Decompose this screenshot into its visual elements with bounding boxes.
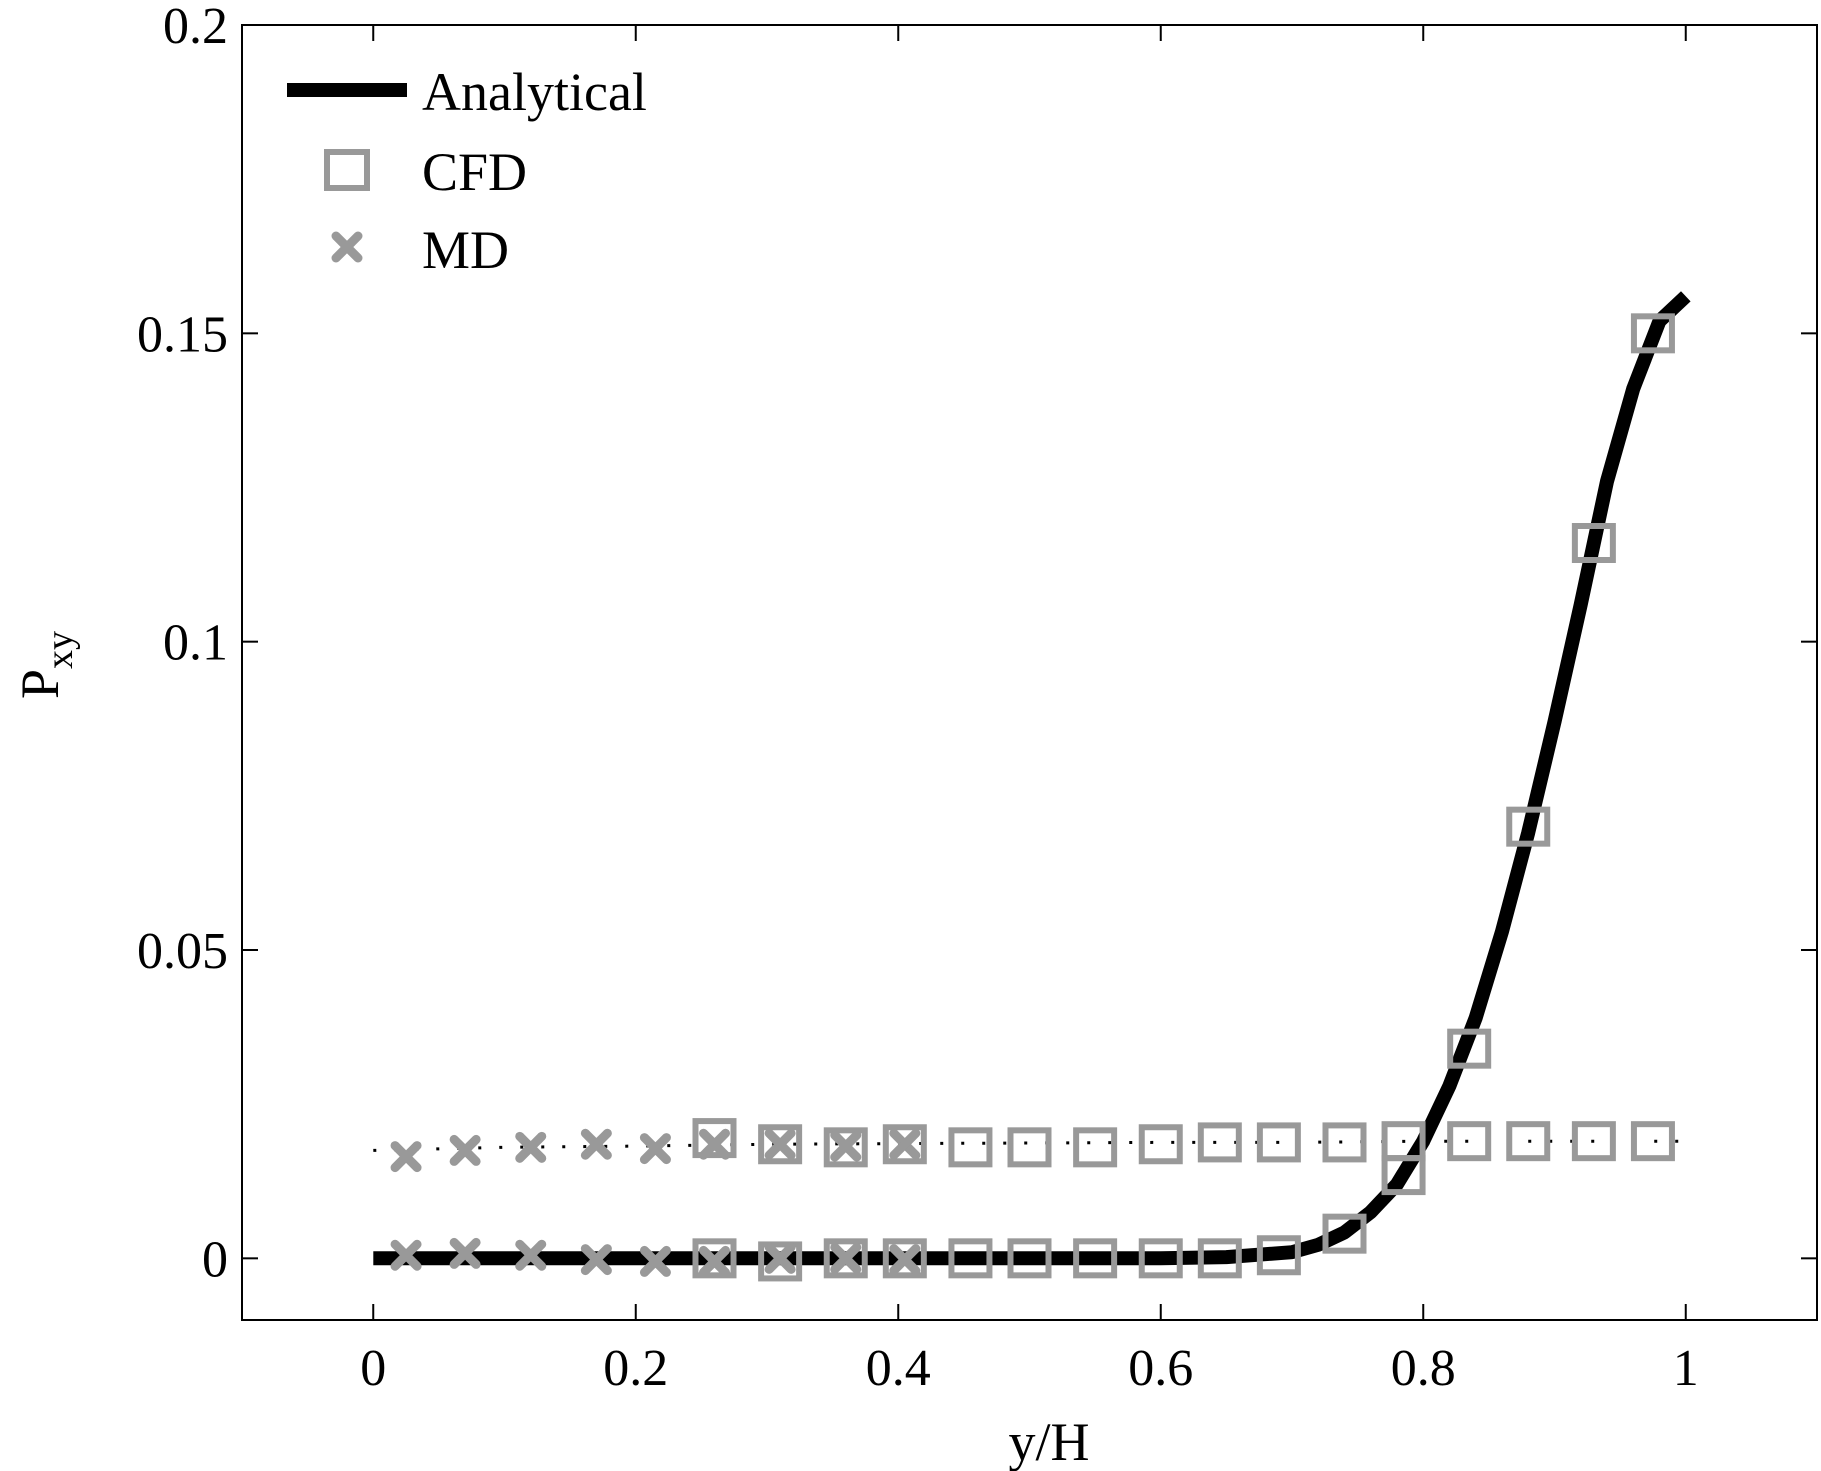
x-tick-label: 0.4 (866, 1340, 931, 1397)
md-marker (449, 1134, 481, 1166)
md-marker (515, 1131, 547, 1163)
cfd-marker (1197, 1122, 1242, 1163)
cfd-marker (948, 1127, 993, 1168)
x-tick-label: 0.6 (1128, 1340, 1193, 1397)
dashed-reference-line (373, 1139, 1686, 1152)
cfd-marker (1630, 313, 1675, 354)
cfd-marker (1073, 1238, 1118, 1279)
legend: Analytical CFD MD (287, 62, 647, 280)
cfd-marker (1073, 1127, 1118, 1168)
cfd-marker (948, 1238, 993, 1279)
cfd-marker (1447, 1121, 1492, 1162)
legend-cfd-label: CFD (422, 142, 527, 202)
x-tick-label: 0.2 (603, 1340, 668, 1397)
y-tick-label: 0.15 (137, 306, 228, 363)
cfd-marker (1322, 1122, 1367, 1163)
cfd-marker (1381, 1121, 1426, 1162)
cfd-marker (692, 1238, 737, 1279)
y-axis-title: Pxy (10, 631, 81, 699)
cfd-marker (1571, 1121, 1616, 1162)
cfd-marker (758, 1241, 803, 1282)
cfd-marker (1571, 523, 1616, 563)
x-tick-label: 0.8 (1391, 1340, 1456, 1397)
cfd-marker (1256, 1122, 1301, 1163)
y-tick-label: 0.05 (137, 923, 228, 980)
cfd-marker (1630, 1121, 1675, 1162)
md-marker (764, 1128, 796, 1160)
md-marker (764, 1242, 796, 1274)
cfd-marker (1256, 1235, 1301, 1276)
md-marker (580, 1128, 612, 1160)
cfd-marker (823, 1127, 868, 1168)
y-tick-label: 0.1 (163, 615, 228, 672)
md-marker (449, 1237, 481, 1269)
cfd-marker (1447, 1028, 1492, 1069)
y-axis-title-main: P (10, 669, 70, 699)
y-tick-label: 0 (202, 1231, 228, 1288)
cfd-marker (882, 1124, 927, 1165)
data-marks (373, 291, 1691, 1282)
cfd-marker (692, 1118, 737, 1159)
axis-ticks: 0 0.2 0.4 0.6 0.8 1 0 0.05 0.1 0.15 0.2 (137, 0, 1817, 1397)
cfd-marker (1007, 1127, 1052, 1168)
cfd-marker (1506, 1121, 1551, 1162)
axes-box (241, 24, 1818, 1321)
legend-cfd-symbol (324, 149, 370, 191)
axes-frame (241, 24, 1818, 1321)
legend-analytical-label: Analytical (422, 62, 647, 122)
md-marker (515, 1239, 547, 1271)
md-marker (390, 1141, 422, 1173)
cfd-marker (1138, 1124, 1183, 1165)
cfd-marker (1197, 1238, 1242, 1279)
md-marker (580, 1244, 612, 1276)
x-tick-label: 0 (360, 1340, 386, 1397)
cfd-marker (882, 1238, 927, 1279)
md-marker (830, 1130, 862, 1162)
md-marker (699, 1128, 730, 1160)
md-marker (390, 1239, 422, 1271)
x-tick-label: 1 (1673, 1340, 1699, 1397)
svg-text:Pxy: Pxy (10, 631, 81, 699)
cfd-marker (1506, 806, 1551, 847)
md-marker (830, 1242, 862, 1274)
md-marker (639, 1133, 671, 1165)
md-marker (889, 1128, 921, 1160)
legend-md-symbol (331, 231, 363, 263)
cfd-marker (1138, 1238, 1183, 1279)
x-axis-title: y/H (1009, 1412, 1090, 1471)
y-axis-title-subscript: xy (39, 631, 81, 669)
cfd-marker (1322, 1213, 1367, 1254)
y-tick-label: 0.2 (163, 0, 228, 55)
cfd-marker (823, 1238, 868, 1279)
cfd-marker (758, 1124, 803, 1165)
md-marker (639, 1245, 671, 1277)
legend-md-label: MD (422, 220, 509, 280)
md-marker (889, 1244, 921, 1276)
md-marker (699, 1245, 730, 1277)
cfd-marker (1007, 1238, 1052, 1279)
